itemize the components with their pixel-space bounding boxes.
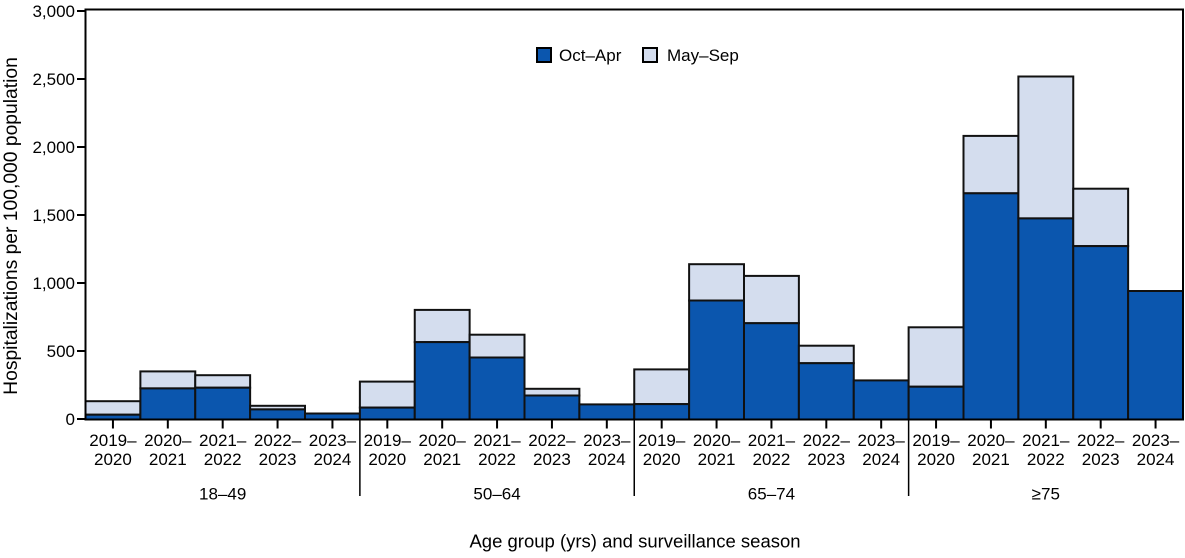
- svg-text:2023–: 2023–: [309, 431, 357, 450]
- svg-text:2020: 2020: [94, 450, 132, 469]
- svg-text:Oct–Apr: Oct–Apr: [559, 46, 622, 65]
- svg-text:2019–: 2019–: [364, 431, 412, 450]
- svg-text:2020–: 2020–: [419, 431, 467, 450]
- svg-text:2022–: 2022–: [803, 431, 851, 450]
- svg-text:2021–: 2021–: [199, 431, 247, 450]
- svg-text:2022: 2022: [204, 450, 242, 469]
- svg-text:2022–: 2022–: [528, 431, 576, 450]
- svg-text:2023: 2023: [1082, 450, 1120, 469]
- svg-text:2023: 2023: [259, 450, 297, 469]
- svg-text:2019–: 2019–: [912, 431, 960, 450]
- svg-text:2020: 2020: [917, 450, 955, 469]
- svg-text:May–Sep: May–Sep: [667, 46, 739, 65]
- svg-text:1,500: 1,500: [32, 206, 75, 225]
- svg-text:Hospitalizations per 100,000 p: Hospitalizations per 100,000 population: [1, 57, 22, 395]
- svg-text:2024: 2024: [1137, 450, 1175, 469]
- svg-text:2020–: 2020–: [967, 431, 1015, 450]
- svg-text:1,000: 1,000: [32, 274, 75, 293]
- svg-text:2022–: 2022–: [1077, 431, 1125, 450]
- svg-text:2020: 2020: [643, 450, 681, 469]
- svg-text:18–49: 18–49: [199, 485, 246, 504]
- svg-text:2019–: 2019–: [638, 431, 686, 450]
- svg-text:2022–: 2022–: [254, 431, 302, 450]
- svg-text:2021: 2021: [423, 450, 461, 469]
- svg-text:2022: 2022: [753, 450, 791, 469]
- svg-text:50–64: 50–64: [473, 485, 520, 504]
- svg-text:500: 500: [47, 342, 75, 361]
- svg-text:2,000: 2,000: [32, 138, 75, 157]
- svg-text:2020–: 2020–: [693, 431, 741, 450]
- svg-text:2022: 2022: [478, 450, 516, 469]
- svg-text:2020–: 2020–: [144, 431, 192, 450]
- svg-text:2024: 2024: [862, 450, 900, 469]
- svg-text:2021–: 2021–: [1022, 431, 1070, 450]
- svg-text:3,000: 3,000: [32, 2, 75, 21]
- svg-text:2024: 2024: [588, 450, 626, 469]
- svg-text:2024: 2024: [314, 450, 352, 469]
- svg-text:≥75: ≥75: [1032, 485, 1060, 504]
- svg-text:2023–: 2023–: [858, 431, 906, 450]
- svg-text:0: 0: [66, 410, 75, 429]
- svg-text:2023: 2023: [533, 450, 571, 469]
- svg-text:2020: 2020: [368, 450, 406, 469]
- svg-text:2023: 2023: [807, 450, 845, 469]
- svg-text:Age group (yrs) and surveillan: Age group (yrs) and surveillance season: [469, 531, 800, 552]
- svg-text:2021–: 2021–: [748, 431, 796, 450]
- svg-text:2021: 2021: [698, 450, 736, 469]
- svg-text:2019–: 2019–: [89, 431, 137, 450]
- svg-text:2022: 2022: [1027, 450, 1065, 469]
- svg-text:2023–: 2023–: [1132, 431, 1180, 450]
- svg-text:2,500: 2,500: [32, 70, 75, 89]
- svg-text:65–74: 65–74: [748, 485, 795, 504]
- svg-text:2021–: 2021–: [473, 431, 521, 450]
- svg-text:2023–: 2023–: [583, 431, 631, 450]
- svg-text:2021: 2021: [972, 450, 1010, 469]
- svg-text:2021: 2021: [149, 450, 187, 469]
